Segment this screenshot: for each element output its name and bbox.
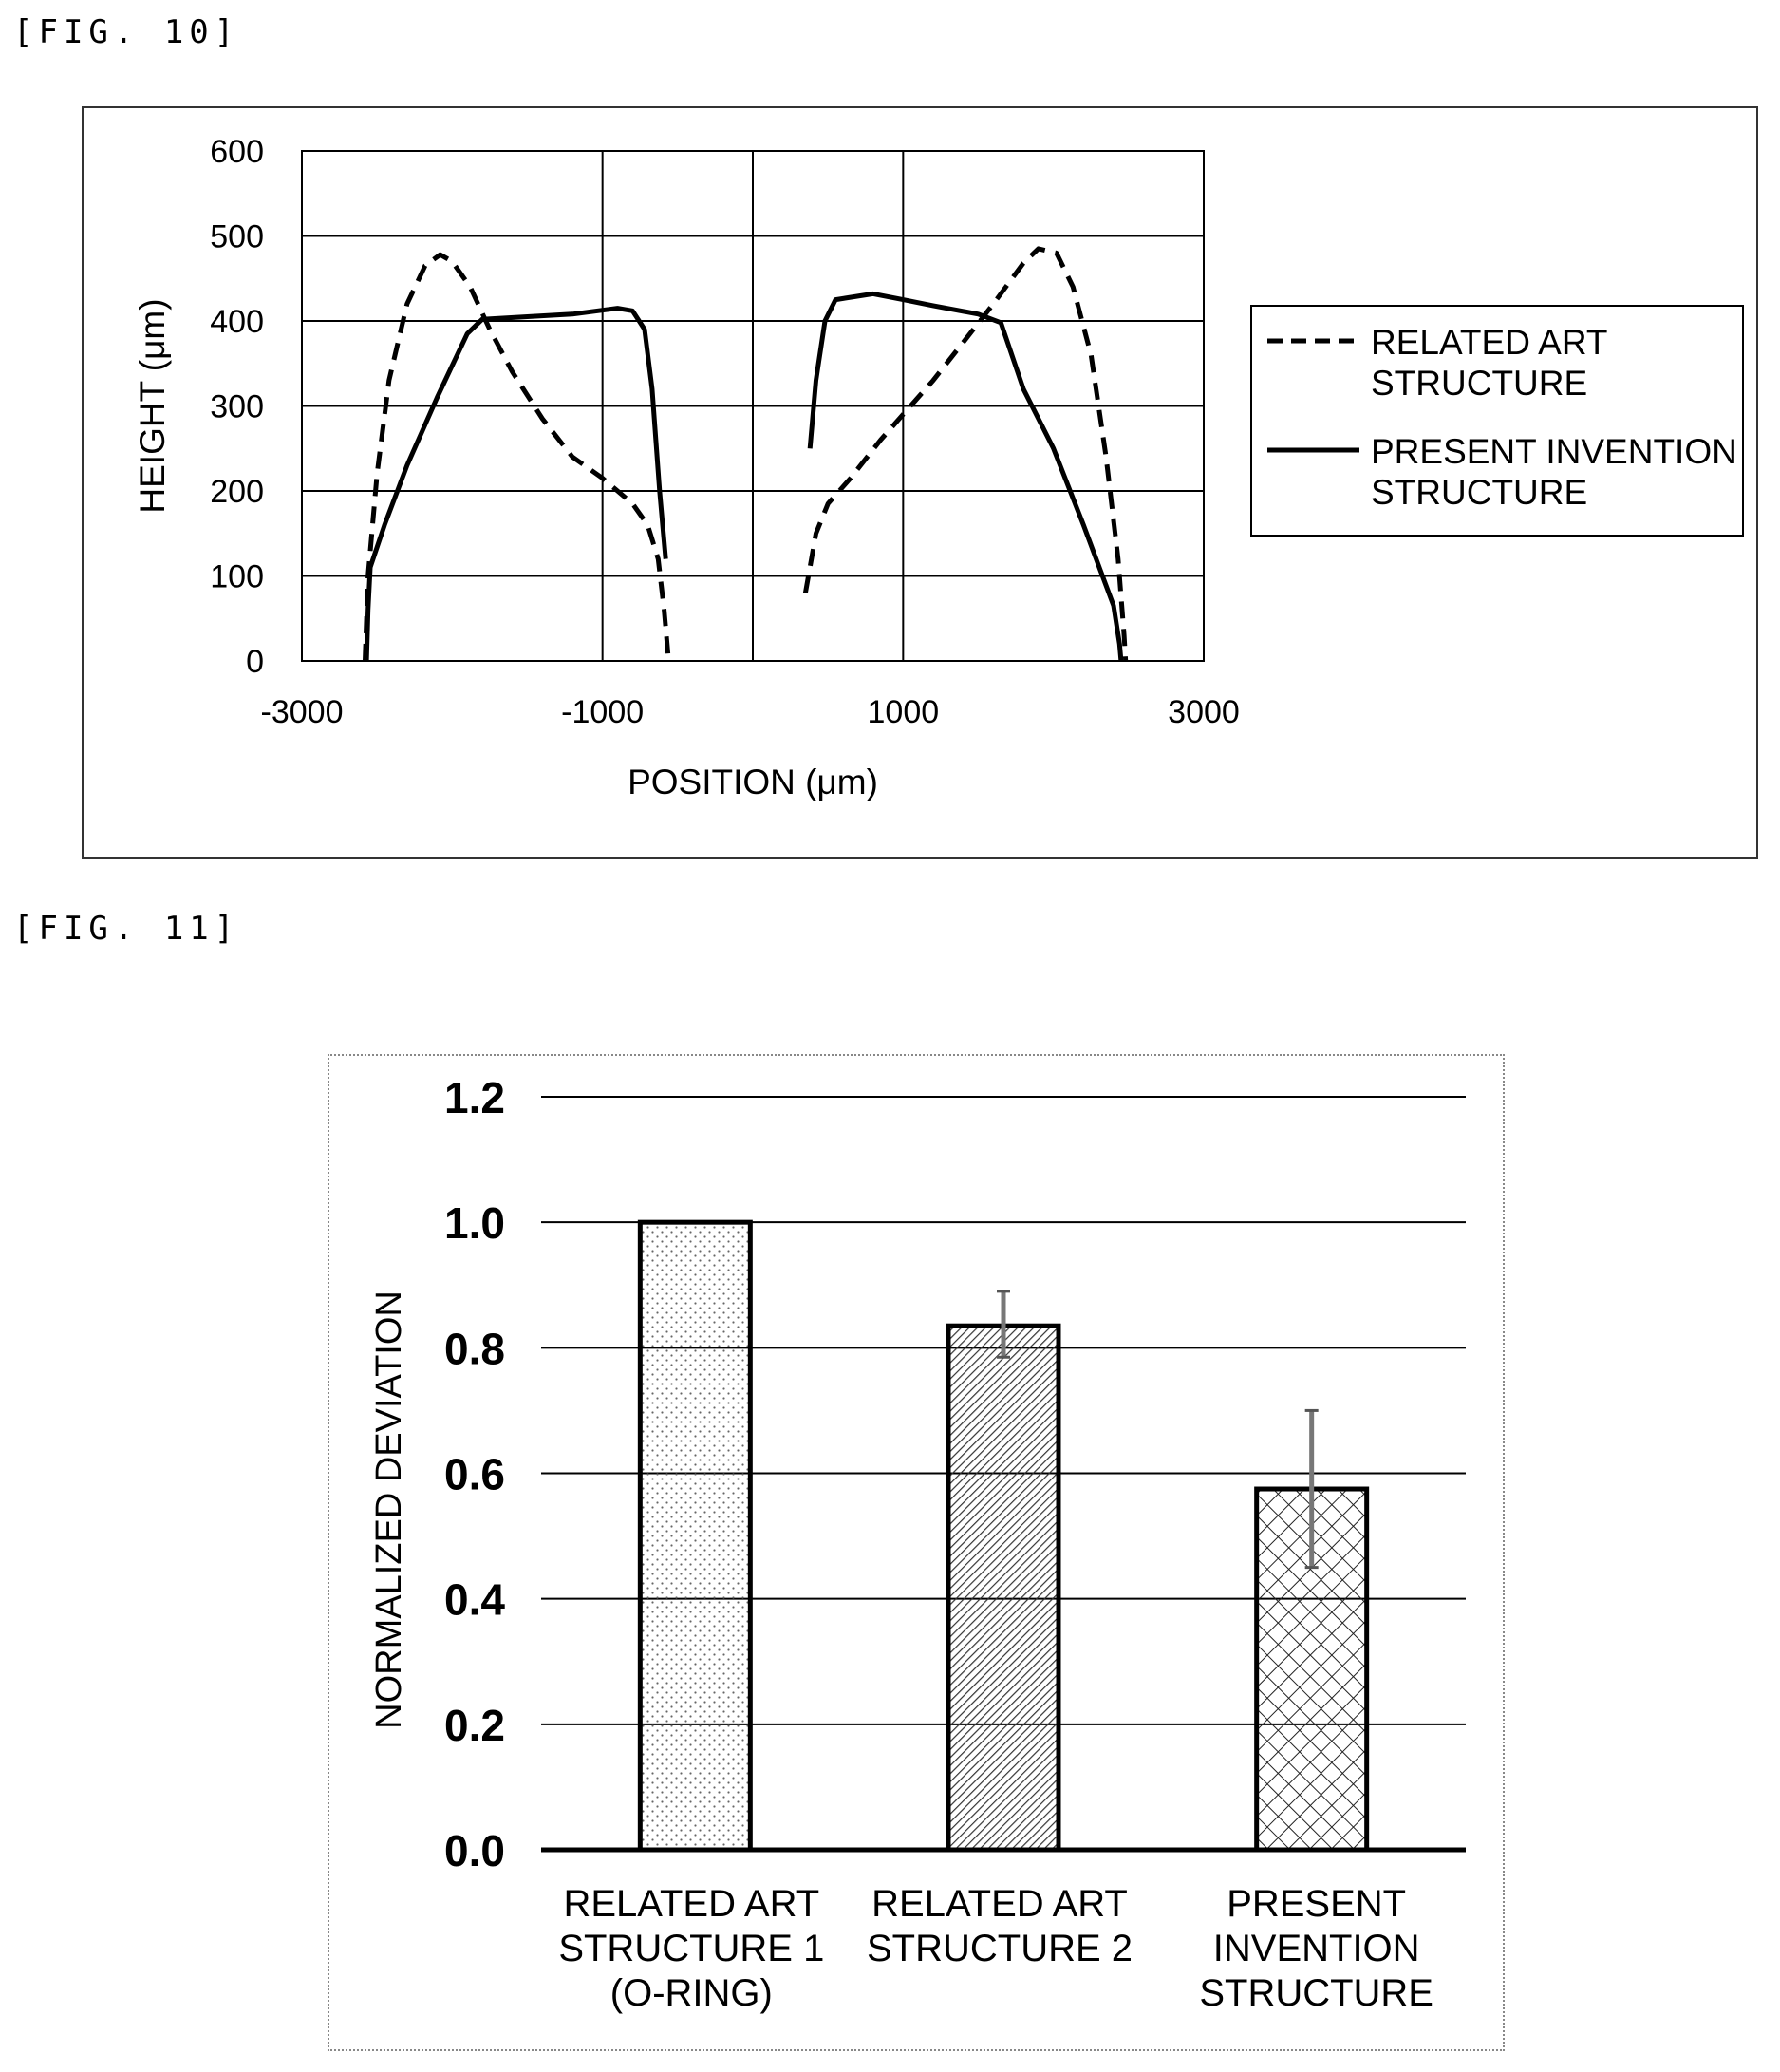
x-category-label: STRUCTURE 2 bbox=[867, 1928, 1133, 1969]
legend-label: STRUCTURE bbox=[1371, 473, 1587, 512]
legend-label: PRESENT INVENTION bbox=[1371, 432, 1737, 471]
fig10-frame bbox=[82, 106, 1758, 859]
y-tick-label: 0.6 bbox=[444, 1450, 505, 1499]
y-tick-label: 100 bbox=[210, 559, 264, 595]
x-tick-label: 3000 bbox=[1168, 694, 1240, 730]
fig11-frame bbox=[328, 1054, 1505, 2051]
y-tick-label: 400 bbox=[210, 304, 264, 340]
y-tick-label: 1.2 bbox=[444, 1073, 505, 1122]
present-invention-series-line bbox=[364, 306, 668, 662]
y-tick-label: 200 bbox=[210, 474, 264, 510]
x-tick-label: 1000 bbox=[868, 694, 940, 730]
y-tick-label: 0.0 bbox=[444, 1826, 505, 1875]
y-tick-label: 500 bbox=[210, 219, 264, 255]
x-tick-label: -3000 bbox=[261, 694, 344, 730]
legend-box bbox=[1250, 305, 1744, 537]
present-invention-series-line bbox=[807, 291, 1124, 662]
x-category-label: PRESENT bbox=[1227, 1883, 1406, 1925]
related-art-series-line bbox=[363, 252, 671, 662]
y-tick-label: 0.8 bbox=[444, 1324, 505, 1373]
x-category-label: (O-RING) bbox=[610, 1972, 773, 2014]
bar bbox=[637, 1219, 753, 1853]
fig11-caption: [FIG. 11] bbox=[13, 910, 240, 948]
x-tick-label: -1000 bbox=[561, 694, 644, 730]
y-tick-label: 300 bbox=[210, 389, 264, 425]
y-axis-label: HEIGHT (μm) bbox=[133, 298, 172, 513]
y-tick-label: 0.2 bbox=[444, 1701, 505, 1750]
legend-label: RELATED ART bbox=[1371, 323, 1607, 362]
x-category-label: RELATED ART bbox=[563, 1883, 819, 1925]
y-tick-label: 0.4 bbox=[444, 1575, 505, 1625]
y-tick-label: 600 bbox=[210, 134, 264, 170]
y-tick-label: 0 bbox=[246, 644, 264, 680]
x-axis-label: POSITION (μm) bbox=[628, 763, 878, 801]
x-category-label: STRUCTURE bbox=[1199, 1972, 1433, 2014]
legend-label: STRUCTURE bbox=[1371, 364, 1587, 403]
fig10-caption: [FIG. 10] bbox=[13, 13, 240, 51]
y-tick-label: 1.0 bbox=[444, 1198, 505, 1248]
x-category-label: INVENTION bbox=[1213, 1928, 1420, 1969]
bar bbox=[946, 1323, 1061, 1853]
x-category-label: RELATED ART bbox=[871, 1883, 1128, 1925]
related-art-series-line bbox=[802, 246, 1129, 662]
x-category-label: STRUCTURE 1 bbox=[558, 1928, 824, 1969]
height-profile-line-chart: 0 100 200 300 400 500 600 -3000 -1000 1000 3000 POS… bbox=[133, 134, 1744, 801]
y-axis-label: NORMALIZED DEVIATION bbox=[369, 1290, 409, 1729]
